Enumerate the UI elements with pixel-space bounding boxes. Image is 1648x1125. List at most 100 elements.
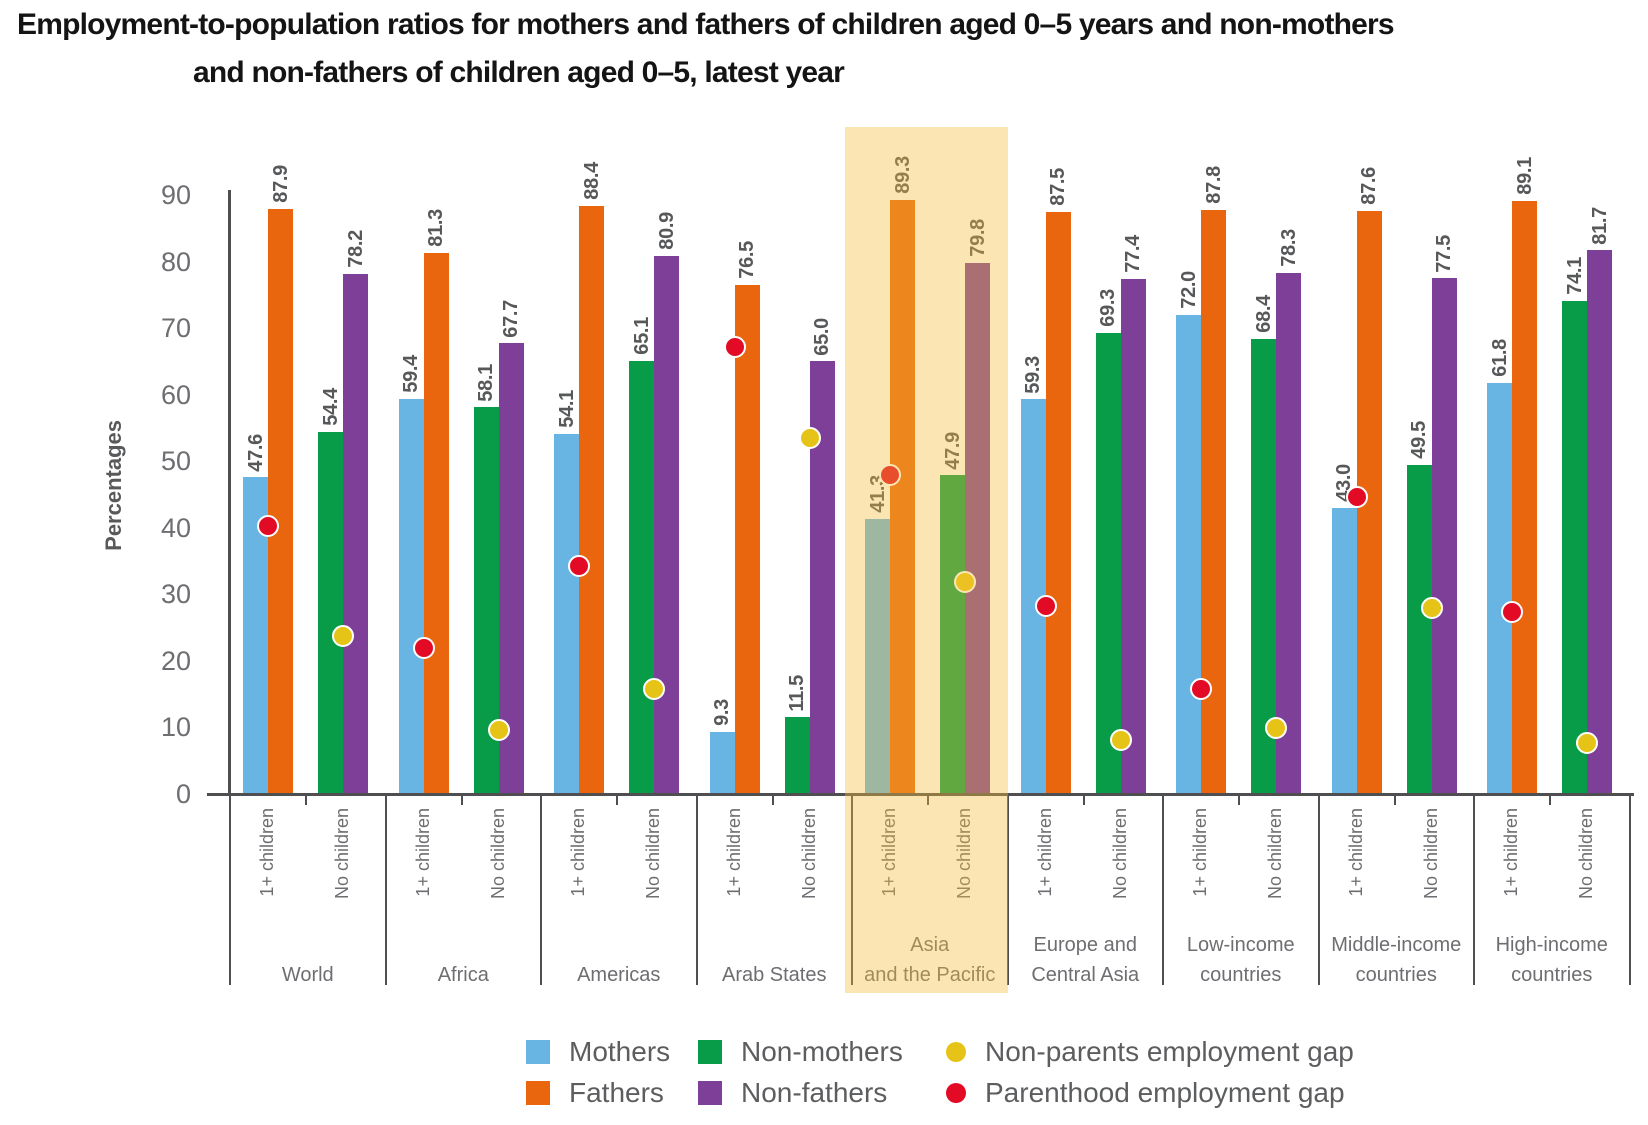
group-separator bbox=[695, 793, 698, 985]
x-tick-label-no-children: No children bbox=[487, 808, 508, 900]
bar-value-label: 9.3 bbox=[711, 699, 733, 727]
region-label: Low-income countries bbox=[1163, 930, 1319, 990]
bar-non-mothers bbox=[629, 360, 654, 795]
parenthood-gap-dot bbox=[568, 554, 590, 577]
bar-value-label: 88.4 bbox=[580, 161, 603, 200]
x-tick-label-1plus-children: 1+ children bbox=[412, 808, 433, 897]
bar-value-label: 77.4 bbox=[1122, 235, 1144, 273]
x-tick-label-no-children: No children bbox=[1420, 808, 1441, 900]
pair-divider-tick bbox=[616, 796, 618, 805]
x-tick-label-no-children: No children bbox=[643, 808, 663, 900]
bar-non-fathers bbox=[1431, 278, 1457, 795]
pair-divider-tick bbox=[927, 796, 929, 805]
bar-non-fathers bbox=[1276, 272, 1301, 795]
pair-divider-tick bbox=[460, 796, 463, 805]
non-parents-gap-dot bbox=[1576, 732, 1598, 755]
region-label-line: and the Pacific bbox=[864, 964, 996, 986]
region-label: Asia and the Pacific bbox=[852, 930, 1008, 990]
bar-non-mothers bbox=[784, 717, 810, 795]
pair-divider-tick bbox=[1393, 796, 1396, 805]
region-label-line: countries bbox=[1355, 964, 1437, 986]
bar-mothers bbox=[709, 732, 735, 795]
bar-mothers bbox=[1331, 507, 1357, 795]
region-label-line: Europe and bbox=[1033, 934, 1137, 956]
non-parents-gap-dot bbox=[487, 719, 510, 742]
bar-non-fathers bbox=[809, 361, 835, 795]
bar-value-label: 65.1 bbox=[630, 317, 653, 355]
bar-value-label: 65.0 bbox=[811, 317, 833, 356]
bar-value-label: 59.3 bbox=[1022, 355, 1044, 394]
highlight-band bbox=[845, 127, 1008, 993]
bar-value-label: 11.5 bbox=[786, 674, 808, 712]
region-label: Africa bbox=[386, 960, 542, 990]
bar-non-mothers bbox=[940, 475, 965, 795]
group-separator bbox=[540, 793, 542, 985]
x-tick-label-no-children: No children bbox=[1576, 808, 1596, 900]
bar-value-label: 78.3 bbox=[1277, 229, 1300, 267]
bar-non-fathers bbox=[965, 262, 990, 795]
bar-fathers bbox=[1201, 209, 1226, 795]
bar-value-label: 69.3 bbox=[1097, 289, 1119, 327]
parenthood-gap-dot bbox=[1345, 486, 1368, 509]
non-parents-gap-dot bbox=[798, 426, 821, 449]
group-separator bbox=[851, 793, 853, 985]
bar-value-label: 54.4 bbox=[319, 388, 342, 426]
x-tick-label-1plus-children: 1+ children bbox=[723, 808, 744, 897]
bar-mothers bbox=[1176, 314, 1201, 795]
bar-value-label: 68.4 bbox=[1252, 295, 1275, 333]
bar-fathers bbox=[423, 252, 449, 795]
pair-divider-tick bbox=[1549, 796, 1551, 805]
y-axis-tick-label: 60 bbox=[160, 379, 191, 410]
region-label-line: Central Asia bbox=[1031, 964, 1140, 986]
region-label-line: Middle-income bbox=[1331, 934, 1462, 956]
region-label: Arab States bbox=[697, 960, 853, 990]
non-parents-gap-dot bbox=[643, 677, 665, 700]
pair-divider-tick bbox=[1082, 796, 1085, 805]
x-tick-label-no-children: No children bbox=[798, 808, 819, 900]
region-label-line: Low-income bbox=[1186, 934, 1295, 956]
region-label-line: countries bbox=[1200, 964, 1282, 986]
bar-value-label: 49.5 bbox=[1408, 420, 1430, 459]
y-axis-line bbox=[228, 190, 231, 796]
pair-divider-tick bbox=[305, 796, 307, 805]
non-parents-gap-dot bbox=[954, 570, 976, 593]
x-tick-label-1plus-children: 1+ children bbox=[1034, 808, 1055, 897]
bar-fathers bbox=[890, 199, 915, 795]
bar-fathers bbox=[579, 205, 604, 795]
bar-value-label: 77.5 bbox=[1433, 234, 1455, 273]
x-tick-label-no-children: No children bbox=[332, 808, 352, 900]
parenthood-gap-dot bbox=[1501, 601, 1523, 624]
x-tick-label-1plus-children: 1+ children bbox=[1345, 808, 1366, 897]
bar-value-label: 87.8 bbox=[1202, 165, 1225, 204]
y-axis-tick-label: 30 bbox=[160, 579, 191, 610]
non-parents-gap-dot bbox=[332, 624, 354, 647]
bar-fathers bbox=[734, 284, 760, 795]
bar-value-label: 87.9 bbox=[269, 165, 292, 204]
chart-title-line2: and non-fathers of children aged 0–5, la… bbox=[193, 56, 845, 89]
y-axis-tick-label: 70 bbox=[160, 313, 191, 344]
parenthood-gap-dot bbox=[1034, 595, 1057, 618]
bar-value-label: 81.3 bbox=[425, 209, 447, 247]
region-label-line: countries bbox=[1511, 964, 1593, 986]
bar-non-fathers bbox=[343, 273, 368, 795]
bar-value-label: 74.1 bbox=[1563, 257, 1586, 295]
region-label: High-income countries bbox=[1474, 930, 1630, 990]
bar-mothers bbox=[865, 519, 890, 795]
parenthood-gap-dot bbox=[1190, 677, 1212, 700]
bar-mothers bbox=[1487, 382, 1512, 795]
x-tick-label-1plus-children: 1+ children bbox=[1190, 808, 1210, 897]
pair-divider-tick bbox=[1238, 796, 1240, 805]
region-label-line: World bbox=[281, 964, 334, 986]
y-axis-tick-label: 0 bbox=[175, 779, 191, 809]
group-separator bbox=[1317, 793, 1320, 985]
y-axis-tick-label: 20 bbox=[160, 645, 191, 676]
group-separator bbox=[384, 793, 387, 985]
bar-value-label: 47.6 bbox=[244, 433, 267, 472]
parenthood-gap-dot bbox=[723, 335, 746, 358]
y-axis-tick-label: 10 bbox=[160, 712, 191, 743]
bar-value-label: 89.1 bbox=[1513, 157, 1536, 196]
group-separator bbox=[1006, 793, 1009, 985]
group-separator bbox=[229, 793, 231, 985]
